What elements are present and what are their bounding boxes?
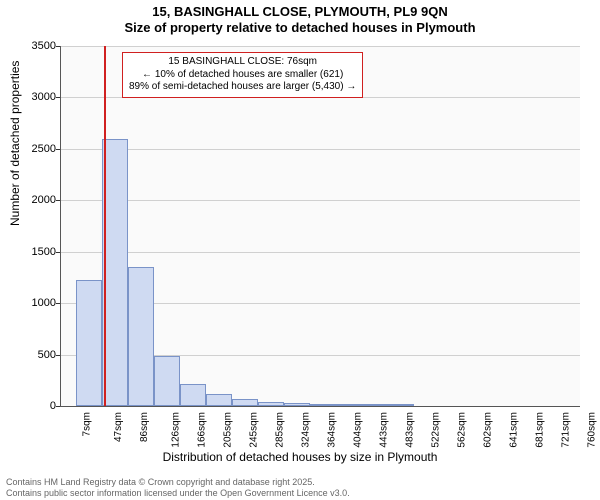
x-tick-label: 324sqm xyxy=(301,412,312,448)
annotation-line2: ← 10% of detached houses are smaller (62… xyxy=(129,69,356,82)
annotation-box: 15 BASINGHALL CLOSE: 76sqm← 10% of detac… xyxy=(122,52,363,98)
x-axis-line xyxy=(60,406,580,407)
y-tick-label: 2000 xyxy=(16,194,56,206)
x-tick-label: 721sqm xyxy=(561,412,572,448)
y-tick-mark xyxy=(56,406,60,407)
property-marker-line xyxy=(104,46,106,406)
gridline xyxy=(60,252,580,253)
annotation-line3: 89% of semi-detached houses are larger (… xyxy=(129,81,356,94)
x-tick-label: 641sqm xyxy=(509,412,520,448)
y-tick-mark xyxy=(56,303,60,304)
x-tick-label: 522sqm xyxy=(431,412,442,448)
gridline xyxy=(60,97,580,98)
y-tick-mark xyxy=(56,200,60,201)
y-tick-label: 3500 xyxy=(16,40,56,52)
x-tick-label: 126sqm xyxy=(171,412,182,448)
y-tick-label: 3000 xyxy=(16,91,56,103)
x-tick-label: 86sqm xyxy=(139,412,150,442)
footer-line2: Contains public sector information licen… xyxy=(6,488,350,498)
gridline xyxy=(60,200,580,201)
gridline xyxy=(60,149,580,150)
x-tick-label: 47sqm xyxy=(113,412,124,442)
y-tick-label: 0 xyxy=(16,400,56,412)
histogram-bar xyxy=(76,280,102,407)
y-tick-mark xyxy=(56,149,60,150)
x-tick-label: 364sqm xyxy=(327,412,338,448)
histogram-bar xyxy=(180,384,206,406)
x-tick-label: 166sqm xyxy=(197,412,208,448)
y-tick-mark xyxy=(56,97,60,98)
footer-line1: Contains HM Land Registry data © Crown c… xyxy=(6,477,350,487)
x-tick-label: 602sqm xyxy=(483,412,494,448)
y-tick-label: 2500 xyxy=(16,143,56,155)
plot-area: 15 BASINGHALL CLOSE: 76sqm← 10% of detac… xyxy=(60,46,580,406)
y-tick-mark xyxy=(56,355,60,356)
y-tick-label: 1000 xyxy=(16,297,56,309)
x-tick-label: 245sqm xyxy=(249,412,260,448)
x-tick-label: 404sqm xyxy=(353,412,364,448)
x-tick-label: 205sqm xyxy=(223,412,234,448)
histogram-bar xyxy=(128,267,154,406)
x-tick-label: 681sqm xyxy=(535,412,546,448)
x-tick-label: 483sqm xyxy=(405,412,416,448)
x-tick-label: 562sqm xyxy=(457,412,468,448)
annotation-line1: 15 BASINGHALL CLOSE: 76sqm xyxy=(129,56,356,69)
gridline xyxy=(60,46,580,47)
chart-container: 15, BASINGHALL CLOSE, PLYMOUTH, PL9 9QN … xyxy=(0,0,600,500)
histogram-bar xyxy=(154,356,180,406)
y-tick-label: 500 xyxy=(16,349,56,361)
y-tick-mark xyxy=(56,252,60,253)
x-tick-label: 285sqm xyxy=(275,412,286,448)
x-tick-label: 7sqm xyxy=(81,412,92,436)
y-tick-mark xyxy=(56,46,60,47)
x-axis-title: Distribution of detached houses by size … xyxy=(0,450,600,464)
y-tick-label: 1500 xyxy=(16,246,56,258)
histogram-bar xyxy=(232,399,258,406)
y-axis-line xyxy=(60,46,61,406)
histogram-bar xyxy=(206,394,232,406)
x-tick-label: 443sqm xyxy=(379,412,390,448)
title-line2: Size of property relative to detached ho… xyxy=(0,20,600,35)
x-tick-label: 760sqm xyxy=(587,412,598,448)
footer-attribution: Contains HM Land Registry data © Crown c… xyxy=(6,477,350,498)
title-line1: 15, BASINGHALL CLOSE, PLYMOUTH, PL9 9QN xyxy=(0,4,600,19)
